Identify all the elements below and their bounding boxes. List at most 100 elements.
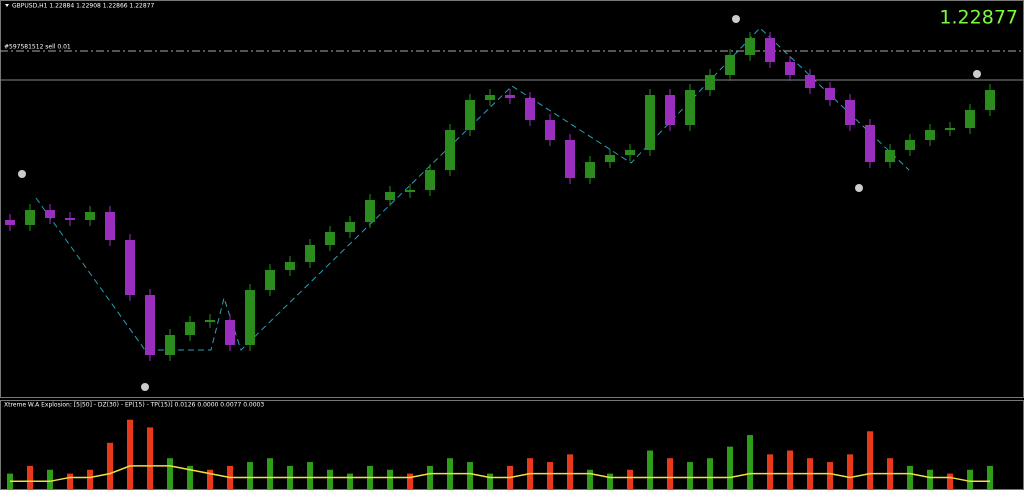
symbol-header: GBPUSD,H1 1.22884 1.22908 1.22866 1.2287… — [12, 3, 154, 10]
candle-body — [65, 218, 75, 220]
candle-body — [805, 75, 815, 88]
histogram-bar — [927, 469, 933, 489]
candle-body — [245, 290, 255, 345]
histogram-bar — [187, 465, 193, 489]
histogram-bar — [967, 469, 973, 489]
histogram-bar — [647, 450, 653, 489]
candle-body — [5, 220, 15, 225]
histogram-bar — [827, 462, 833, 489]
histogram-bar — [387, 469, 393, 489]
zigzag — [35, 27, 910, 351]
candle-body — [265, 270, 275, 290]
histogram-bar — [707, 458, 713, 489]
candle-body — [625, 150, 635, 155]
candle-body — [225, 320, 235, 345]
histogram-bar — [327, 469, 333, 489]
histogram-bar — [627, 469, 633, 489]
histogram-bar — [27, 465, 33, 489]
swing-marker — [732, 15, 740, 23]
histogram-bar — [767, 454, 773, 489]
candle-body — [745, 38, 755, 55]
swing-marker — [18, 170, 26, 178]
swing-marker — [141, 383, 149, 391]
histogram-bar — [307, 462, 313, 489]
histogram-bar — [587, 469, 593, 489]
histogram-bar — [247, 462, 253, 489]
histogram-bar — [167, 458, 173, 489]
candle-body — [405, 190, 415, 192]
candle-body — [25, 210, 35, 225]
candle-body — [925, 130, 935, 140]
swing-marker — [973, 70, 981, 78]
candle-body — [825, 88, 835, 100]
histogram-bar — [347, 473, 353, 489]
candle-body — [105, 212, 115, 240]
histogram-bar — [207, 469, 213, 489]
candle-body — [665, 95, 675, 125]
histogram-bar — [487, 473, 493, 489]
candle-body — [145, 295, 155, 355]
candle-body — [585, 162, 595, 178]
candle-body — [785, 62, 795, 75]
histogram-bar — [867, 431, 873, 489]
dead-zone-line — [10, 465, 990, 483]
candle-body — [285, 262, 295, 270]
histogram-bar — [427, 465, 433, 489]
candle-body — [205, 320, 215, 322]
candle-body — [45, 210, 55, 218]
candle-body — [445, 130, 455, 170]
histogram-bar — [607, 473, 613, 489]
histogram-bar — [147, 427, 153, 489]
histogram-bar — [667, 458, 673, 489]
histogram-bar — [87, 469, 93, 489]
candle-body — [685, 90, 695, 125]
candle-body — [725, 55, 735, 75]
candle-body — [365, 200, 375, 222]
candle-body — [425, 170, 435, 190]
candle-body — [985, 90, 995, 110]
candle-body — [885, 150, 895, 162]
candle-body — [485, 95, 495, 100]
histogram-bar — [847, 454, 853, 489]
candle-body — [185, 322, 195, 335]
histogram-bar — [787, 450, 793, 489]
candle-body — [345, 222, 355, 232]
histogram-bar — [127, 419, 133, 489]
candle-body — [865, 125, 875, 162]
candle-body — [845, 100, 855, 125]
histogram-bar — [987, 465, 993, 489]
histogram-bar — [947, 473, 953, 489]
histogram-bar — [107, 442, 113, 489]
candle-body — [505, 95, 515, 98]
candle-body — [765, 38, 775, 62]
menu-arrow[interactable] — [5, 4, 9, 7]
candle-body — [125, 240, 135, 295]
order-label: #597581512 sell 0.01 — [4, 44, 71, 51]
candle-body — [305, 245, 315, 262]
histogram-bar — [547, 462, 553, 489]
candle-body — [905, 140, 915, 150]
swing-marker — [855, 184, 863, 192]
candle-body — [85, 212, 95, 220]
histogram-bar — [267, 458, 273, 489]
candle-body — [605, 155, 615, 162]
histogram-bar — [687, 462, 693, 489]
candle-body — [325, 232, 335, 245]
candle-body — [645, 95, 655, 150]
indicator-title: Xtreme W.A Explosion: [5|50] - DZ(30) - … — [4, 402, 264, 409]
candle-body — [545, 120, 555, 140]
candle-body — [465, 100, 475, 130]
histogram-bar — [467, 462, 473, 489]
histogram-bar — [567, 454, 573, 489]
candle-body — [945, 128, 955, 130]
histogram-bar — [727, 446, 733, 489]
candle-body — [525, 98, 535, 120]
bid-label: 1.22877 — [939, 7, 1018, 29]
candle-body — [385, 192, 395, 200]
candle-body — [565, 140, 575, 178]
candle-body — [965, 110, 975, 128]
histogram-bar — [47, 469, 53, 489]
histogram-bar — [407, 473, 413, 489]
